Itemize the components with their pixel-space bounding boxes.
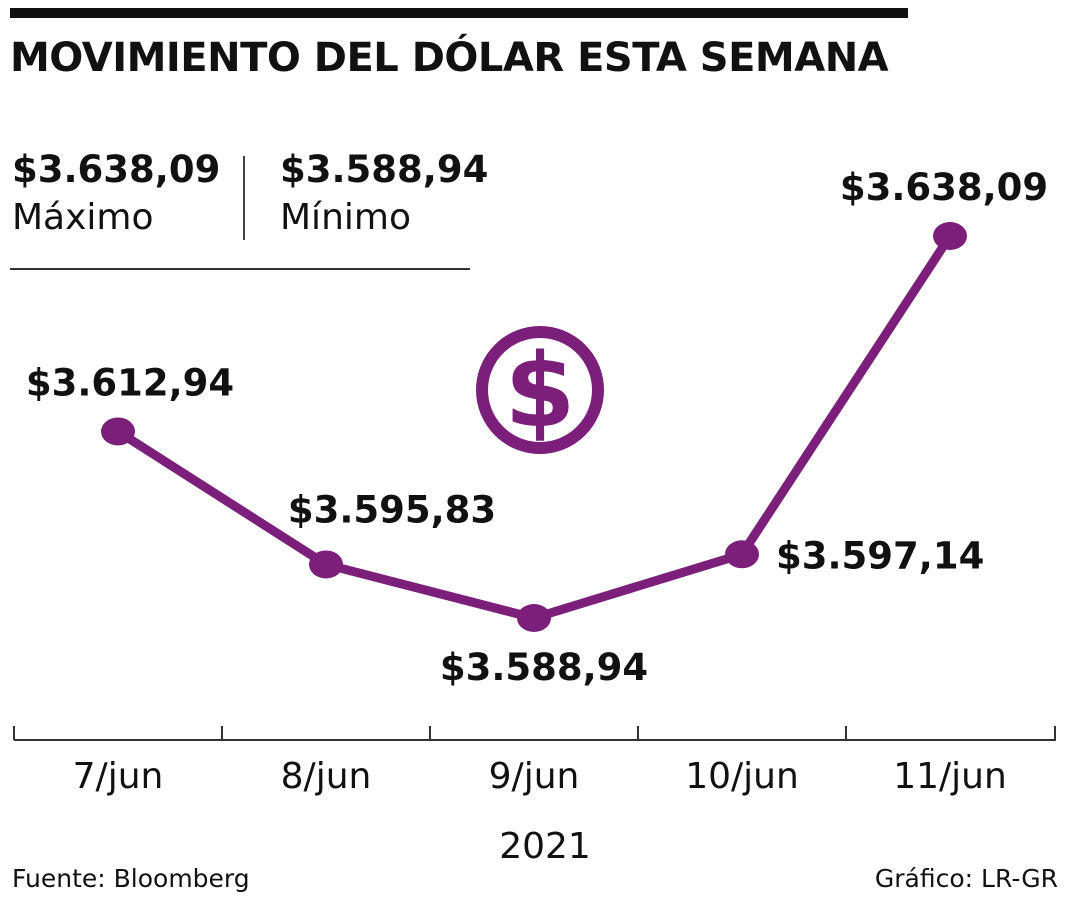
- data-label: $3.597,14: [776, 534, 984, 577]
- data-label: $3.595,83: [288, 488, 496, 531]
- data-point: [101, 417, 135, 446]
- top-rule: [10, 8, 908, 18]
- data-point: [517, 604, 551, 632]
- x-tick-label: 7/jun: [73, 756, 164, 797]
- dollar-coin-icon: $: [476, 326, 604, 454]
- svg-text:$: $: [505, 332, 576, 451]
- min-label: Mínimo: [280, 197, 411, 238]
- stat-divider: [243, 156, 245, 240]
- x-tick-label: 11/jun: [893, 756, 1007, 797]
- chart-title: MOVIMIENTO DEL DÓLAR ESTA SEMANA: [10, 35, 889, 81]
- x-axis-label: 2021: [499, 826, 591, 867]
- stat-rule: [10, 268, 470, 270]
- max-label: Máximo: [12, 197, 154, 238]
- data-label: $3.588,94: [440, 646, 648, 689]
- data-point: [725, 540, 759, 569]
- min-value: $3.588,94: [280, 148, 489, 191]
- data-point: [309, 550, 343, 579]
- data-label: $3.612,94: [26, 361, 234, 404]
- x-tick-label: 9/jun: [489, 756, 580, 797]
- data-label: $3.638,09: [840, 166, 1048, 209]
- max-value: $3.638,09: [12, 148, 221, 191]
- credit-note: Gráfico: LR-GR: [874, 864, 1058, 893]
- x-tick-label: 8/jun: [281, 756, 372, 797]
- source-note: Fuente: Bloomberg: [12, 864, 250, 893]
- x-tick-label: 10/jun: [685, 756, 799, 797]
- data-point: [933, 222, 967, 250]
